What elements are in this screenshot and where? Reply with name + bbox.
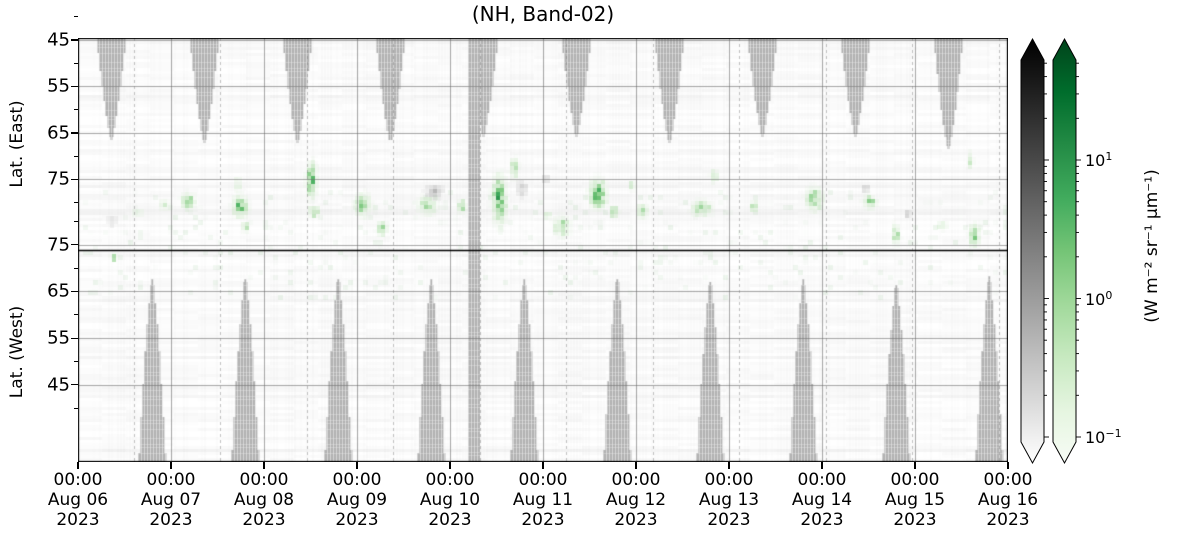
colorbar-unit-label: (W m⁻² sr⁻¹ μm⁻¹) [1142,169,1162,323]
colorbar-green [1052,37,1081,465]
x-tick-label: 00:00 Aug 08 2023 [233,470,295,530]
y-tick-mark [74,109,78,111]
y-tick-mark [71,337,78,339]
y-tick-mark [71,384,78,386]
x-tick-label: 00:00 Aug 11 2023 [512,470,574,530]
colorbar-tick-label: 100 [1085,288,1113,309]
y-tick-mark [74,16,78,18]
x-tick-label: 00:00 Aug 14 2023 [791,470,853,530]
x-tick-mark [542,462,544,469]
y-tick-mark [71,85,78,88]
y-tick-label: 45 [47,374,70,396]
x-tick-mark [356,462,358,469]
y-tick-mark [74,202,78,204]
x-tick-mark [728,462,730,469]
x-tick-mark [170,462,172,469]
y-tick-mark [71,132,78,134]
colorbar-tick-label: 101 [1085,149,1113,171]
y-tick-mark [74,155,78,157]
y-tick-label: 75 [47,168,70,190]
x-tick-label: 00:00 Aug 09 2023 [326,470,388,530]
y-tick-label: 75 [47,234,70,256]
x-tick-label: 00:00 Aug 10 2023 [419,470,481,530]
y-tick-label: 55 [47,75,70,97]
colorbar-tick-label: 10−1 [1085,426,1122,448]
y-tick-label: 65 [47,122,70,144]
y-tick-label: 55 [47,327,70,349]
y-axis-label-west: Lat. (West) [7,305,27,399]
x-tick-label: 00:00 Aug 16 2023 [977,470,1039,530]
x-tick-label: 00:00 Aug 06 2023 [47,470,109,530]
x-tick-mark [914,462,916,469]
y-tick-mark [71,178,78,181]
x-tick-label: 00:00 Aug 07 2023 [140,470,202,530]
y-tick-mark [74,360,78,363]
x-tick-mark [821,462,823,469]
y-tick-mark [71,290,78,293]
y-tick-mark [74,62,78,64]
x-tick-mark [1007,462,1009,469]
y-tick-mark [74,314,78,316]
y-tick-label: 65 [47,280,70,302]
colorbar-gray [1020,37,1049,465]
x-tick-label: 00:00 Aug 13 2023 [698,470,760,530]
x-tick-label: 00:00 Aug 12 2023 [605,470,667,530]
x-tick-mark [77,462,79,469]
colorbar-gray-gradient [1020,37,1045,465]
x-tick-label: 00:00 Aug 15 2023 [884,470,946,530]
y-tick-mark [71,244,78,246]
y-tick-mark [74,220,78,223]
x-tick-mark [263,462,265,469]
x-tick-mark [449,462,451,469]
colorbar-green-gradient [1052,37,1077,465]
heatmap-plot-area [78,38,1008,462]
y-axis-label-east: Lat. (East) [7,100,27,188]
y-tick-mark [74,267,78,269]
y-tick-label: 45 [47,29,70,51]
y-tick-mark [71,39,78,41]
page-title: (NH, Band-02) [471,2,615,26]
y-tick-mark [74,407,78,409]
x-tick-mark [635,462,637,469]
